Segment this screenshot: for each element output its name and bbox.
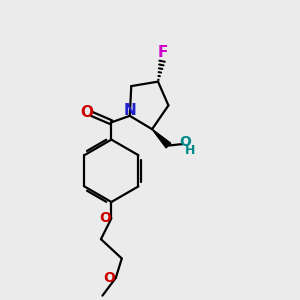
Text: O: O	[179, 135, 191, 149]
Text: F: F	[158, 45, 168, 60]
Text: O: O	[80, 105, 94, 120]
Text: O: O	[103, 271, 115, 285]
Text: H: H	[185, 144, 195, 157]
Text: N: N	[123, 103, 136, 118]
Text: O: O	[99, 212, 111, 225]
Polygon shape	[152, 129, 171, 148]
